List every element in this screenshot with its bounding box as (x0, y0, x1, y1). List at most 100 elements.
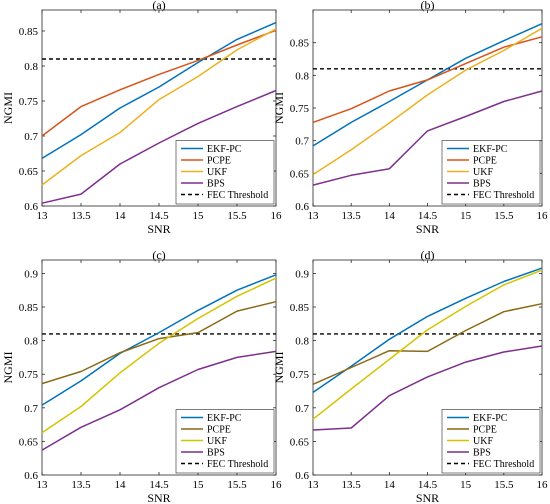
series-line-bps (312, 345, 543, 431)
legend-label: BPS (207, 448, 225, 459)
legend-label: BPS (207, 179, 225, 190)
series-line-pcpe (41, 300, 277, 385)
series-line-ekf-pc (312, 267, 543, 394)
x-tick-label: 14 (384, 210, 396, 222)
series-line-bps (41, 89, 277, 204)
chart-title: (a) (152, 0, 165, 12)
x-tick-label: 15.5 (227, 479, 247, 491)
x-tick-label: 13 (308, 210, 320, 222)
x-tick-label: 16 (537, 210, 549, 222)
legend-label: UKF (473, 167, 493, 178)
legend-label: UKF (207, 436, 227, 447)
series-line-pcpe (312, 36, 543, 124)
x-tick-label: 14.5 (418, 210, 438, 222)
y-tick-label: 0.65 (19, 166, 39, 178)
y-tick-label: 0.65 (290, 436, 310, 448)
y-tick-label: 0.65 (19, 436, 39, 448)
x-tick-label: 13 (308, 479, 320, 491)
x-tick-label: 13.5 (342, 210, 362, 222)
x-tick-label: 14 (115, 479, 127, 491)
y-tick-label: 0.75 (290, 369, 310, 381)
legend-label: BPS (473, 179, 491, 190)
x-axis-label: SNR (147, 491, 170, 504)
legend-label: EKF-PC (473, 144, 508, 155)
y-axis-label: NGMI (272, 92, 286, 124)
chart-panel-1: 13 13.5 14 14.5 15 15.5 16 0.6 0.65 0.7 0.75 0.8 0.8… (1, 0, 282, 236)
x-tick-label: 15 (460, 210, 472, 222)
series-line-ukf (41, 277, 277, 434)
y-tick-label: 0.75 (290, 103, 310, 115)
y-tick-label: 0.7 (24, 403, 38, 415)
x-tick-label: 16 (271, 479, 283, 491)
x-tick-label: 14 (384, 479, 396, 491)
legend-label: FEC Threshold (207, 459, 268, 470)
legend-label: EKF-PC (473, 413, 508, 424)
x-tick-label: 16 (271, 210, 283, 222)
y-axis-label: NGMI (1, 351, 15, 383)
chart-title: (b) (421, 0, 435, 12)
chart-title: (d) (421, 248, 435, 262)
legend-label: PCPE (473, 156, 497, 167)
chart-title: (c) (152, 248, 165, 262)
x-tick-label: 14.5 (418, 479, 438, 491)
x-tick-label: 14.5 (149, 479, 169, 491)
y-tick-label: 0.6 (24, 470, 38, 482)
y-tick-label: 0.8 (24, 336, 38, 348)
y-tick-label: 0.6 (24, 201, 38, 213)
x-axis-label: SNR (147, 222, 170, 236)
x-tick-label: 15.5 (227, 210, 247, 222)
y-tick-label: 0.9 (295, 268, 309, 280)
y-tick-label: 0.6 (295, 201, 309, 213)
y-tick-label: 0.85 (19, 302, 39, 314)
legend-box (175, 140, 275, 205)
legend-label: BPS (473, 448, 491, 459)
y-tick-label: 0.8 (295, 70, 309, 82)
y-tick-label: 0.75 (19, 369, 39, 381)
x-tick-label: 15 (460, 479, 472, 491)
x-tick-label: 13.5 (342, 479, 362, 491)
legend-label: FEC Threshold (473, 459, 534, 470)
legend-label: PCPE (207, 156, 231, 167)
legend-label: PCPE (473, 425, 497, 436)
y-axis-label: NGMI (272, 351, 286, 383)
legend-label: FEC Threshold (207, 190, 268, 201)
legend-label: UKF (473, 436, 493, 447)
y-tick-label: 0.9 (24, 268, 38, 280)
y-tick-label: 0.85 (290, 38, 310, 50)
x-tick-label: 13 (37, 479, 49, 491)
legend-label: EKF-PC (207, 144, 242, 155)
y-tick-label: 0.7 (295, 403, 309, 415)
y-axis-label: NGMI (1, 92, 15, 124)
x-tick-label: 13.5 (71, 479, 91, 491)
series-line-pcpe (41, 29, 277, 137)
x-tick-label: 15.5 (494, 210, 514, 222)
x-tick-label: 13 (37, 210, 49, 222)
y-tick-label: 0.7 (295, 136, 309, 148)
series-line-ukf (41, 28, 277, 186)
y-tick-label: 0.8 (24, 61, 38, 73)
series-line-pcpe (312, 302, 543, 385)
y-tick-label: 0.65 (290, 168, 310, 180)
y-tick-label: 0.8 (295, 336, 309, 348)
y-tick-label: 0.6 (295, 470, 309, 482)
series-line-ukf (312, 27, 543, 176)
series-line-ekf-pc (41, 21, 277, 160)
x-axis-label: SNR (416, 491, 439, 504)
x-tick-label: 13.5 (71, 210, 91, 222)
x-axis-label: SNR (416, 222, 439, 236)
y-tick-label: 0.7 (24, 131, 38, 143)
x-tick-label: 15 (193, 479, 205, 491)
legend-label: FEC Threshold (473, 190, 534, 201)
chart-panel-3: 13 13.5 14 14.5 15 15.5 16 0.6 0.65 0.7 0.75 0.8 0.8… (1, 248, 282, 504)
y-tick-label: 0.75 (19, 96, 39, 108)
legend-label: EKF-PC (207, 413, 242, 424)
x-tick-label: 16 (537, 479, 549, 491)
y-tick-label: 0.85 (19, 26, 39, 38)
series-line-ukf (312, 269, 543, 420)
series-line-bps (312, 90, 543, 186)
